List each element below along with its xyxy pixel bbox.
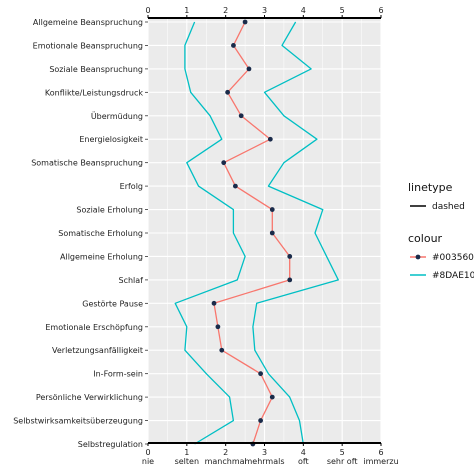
y-tick-label: Emotionale Erschöpfung: [45, 323, 143, 332]
y-tick-label: Verletzungsanfälligkeit: [52, 346, 143, 355]
data-point: [258, 371, 264, 377]
legend-label-colour: #003560: [432, 253, 474, 263]
y-tick-label: Emotionale Beanspruchung: [33, 41, 143, 50]
x-tick-level-label: nie: [142, 457, 154, 466]
x-axis-top: 0 1 2 3 4 5 6: [145, 6, 383, 15]
y-tick-label: Energielosigkeit: [79, 135, 143, 144]
legend-label-linetype: dashed: [432, 202, 465, 212]
data-point: [287, 254, 293, 259]
data-point: [267, 136, 273, 142]
data-point: [269, 207, 275, 212]
legend-title-linetype: linetype: [408, 181, 453, 194]
legend: linetype dashed colour #003560 #8DAE10: [408, 181, 474, 281]
y-tick-label: Übermüdung: [91, 111, 143, 121]
y-tick-label: Selbstregulation: [78, 440, 143, 449]
data-point: [219, 347, 225, 353]
series-line-1: [174, 21, 246, 445]
x-tick-label-top: 6: [378, 6, 383, 15]
x-tick-label-bottom: 2: [223, 448, 228, 457]
data-point: [231, 43, 236, 48]
x-tick-label-top: 1: [184, 6, 189, 15]
legend-key-point: [415, 254, 421, 260]
y-tick-label: Erfolg: [120, 182, 143, 191]
y-tick-label: Allgemeine Erholung: [60, 252, 143, 261]
y-tick-label: Selbstwirksamkeitsüberzeugung: [13, 417, 143, 426]
x-tick-label-top: 2: [223, 6, 228, 15]
x-tick-label-bottom: 4: [301, 448, 306, 457]
axes: [145, 15, 382, 446]
x-tick-label-top: 3: [262, 6, 267, 15]
x-tick-level-label: oft: [298, 457, 309, 466]
x-tick-level-label: sehr oft: [327, 457, 358, 466]
x-tick-level-label: mehrmals: [244, 457, 284, 466]
y-tick-label: Allgemeine Beanspruchung: [33, 18, 143, 27]
y-tick-label: Persönliche Verwirklichung: [36, 393, 143, 402]
y-tick-label: Gestörte Pause: [82, 299, 143, 308]
y-axis-labels: Allgemeine Beanspruchung Emotionale Beans…: [13, 18, 143, 449]
data-point: [221, 160, 227, 166]
x-tick-label-bottom: 3: [262, 448, 267, 457]
y-tick-label: In-Form-sein: [93, 370, 143, 379]
data-point: [238, 113, 244, 119]
data-point: [258, 418, 264, 423]
x-tick-label-bottom: 1: [184, 448, 189, 457]
x-tick-level-label: selten: [175, 457, 199, 466]
legend-title-colour: colour: [408, 232, 443, 245]
x-tick-label-top: 5: [340, 6, 345, 15]
y-tick-label: Soziale Beanspruchung: [49, 65, 143, 74]
x-tick-level-label: manchmal: [205, 457, 247, 466]
x-tick-level-label: immerzu: [363, 457, 398, 466]
y-tick-label: Somatische Beanspruchung: [31, 159, 143, 168]
legend-label-colour: #8DAE10: [432, 271, 474, 281]
y-tick-label: Konflikte/Leistungsdruck: [45, 88, 143, 97]
data-point: [242, 19, 248, 25]
x-tick-label-top: 4: [301, 6, 306, 15]
data-point: [246, 66, 252, 72]
x-tick-label-top: 0: [145, 6, 150, 15]
series-line-2: [252, 21, 339, 445]
x-tick-label-bottom: 6: [378, 448, 383, 457]
y-tick-label: Soziale Erholung: [76, 206, 143, 215]
data-point: [232, 183, 238, 189]
grid-lines: [147, 18, 382, 445]
x-tick-label-bottom: 5: [340, 448, 345, 457]
data-point: [287, 277, 293, 283]
y-tick-label: Schlaf: [119, 276, 144, 285]
y-tick-label: Somatische Erholung: [58, 229, 143, 238]
data-point: [269, 230, 275, 236]
data-point: [215, 324, 221, 330]
data-point: [225, 89, 231, 95]
data-point: [211, 300, 217, 306]
data-point: [269, 394, 275, 400]
x-tick-label-bottom: 0: [145, 448, 150, 457]
